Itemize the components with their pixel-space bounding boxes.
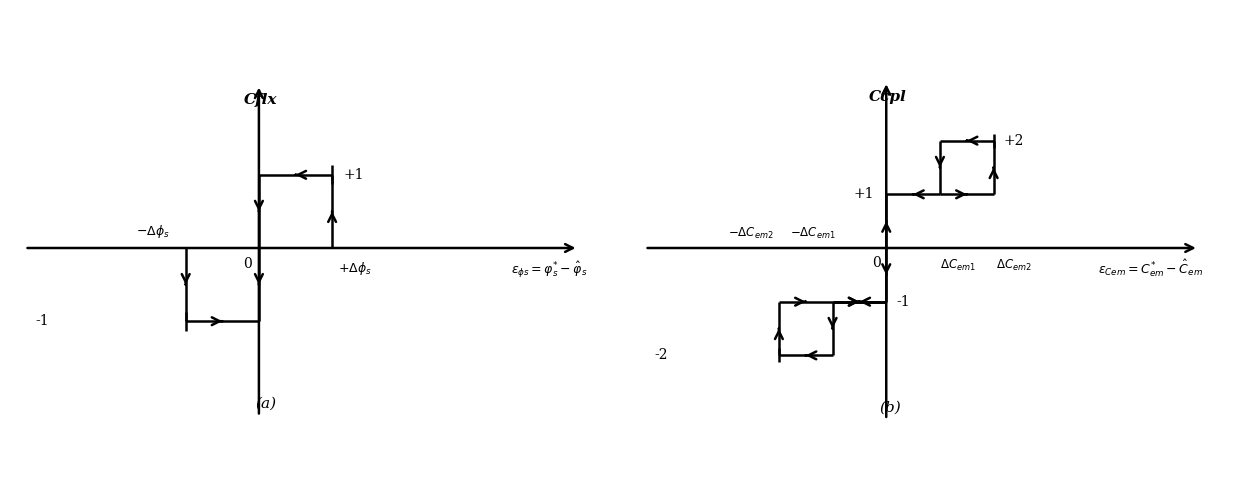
Text: Ccpl: Ccpl xyxy=(868,90,906,104)
Text: +1: +1 xyxy=(854,187,874,201)
Text: 0: 0 xyxy=(244,257,253,271)
Text: +2: +2 xyxy=(1004,133,1023,148)
Text: Cflx: Cflx xyxy=(244,93,277,107)
Text: 0: 0 xyxy=(872,256,880,270)
Text: $\Delta C_{em2}$: $\Delta C_{em2}$ xyxy=(996,257,1032,273)
Text: $+\Delta\phi_{s}$: $+\Delta\phi_{s}$ xyxy=(338,260,371,277)
Text: $\Delta C_{em1}$: $\Delta C_{em1}$ xyxy=(940,257,975,273)
Text: -1: -1 xyxy=(36,314,49,328)
Text: +1: +1 xyxy=(343,168,364,182)
Text: $-\Delta\phi_{s}$: $-\Delta\phi_{s}$ xyxy=(136,223,170,241)
Text: (b): (b) xyxy=(879,401,901,415)
Text: $-\Delta C_{em1}$: $-\Delta C_{em1}$ xyxy=(789,225,835,241)
Text: $-\Delta C_{em2}$: $-\Delta C_{em2}$ xyxy=(727,225,773,241)
Text: (a): (a) xyxy=(255,396,276,410)
Text: -1: -1 xyxy=(896,295,910,309)
Text: $\varepsilon_{\phi s}=\varphi_{s}^{*}-\hat{\varphi}_{s}$: $\varepsilon_{\phi s}=\varphi_{s}^{*}-\h… xyxy=(510,260,587,280)
Text: $\varepsilon_{Cem}=C_{em}^{*}-\hat{C}_{em}$: $\varepsilon_{Cem}=C_{em}^{*}-\hat{C}_{e… xyxy=(1097,257,1203,279)
Text: -2: -2 xyxy=(655,348,668,363)
